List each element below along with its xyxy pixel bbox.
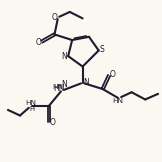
Text: N: N (61, 80, 67, 89)
Text: HN: HN (112, 98, 123, 104)
Text: N: N (83, 78, 89, 87)
Text: HN: HN (54, 84, 65, 93)
Text: HN: HN (53, 84, 64, 90)
Text: H: H (29, 106, 35, 112)
Text: S: S (100, 45, 105, 54)
Text: O: O (35, 38, 41, 47)
Text: N: N (62, 52, 68, 61)
Text: HN: HN (26, 100, 37, 106)
Text: O: O (109, 70, 115, 79)
Text: O: O (49, 118, 55, 127)
Text: O: O (52, 13, 58, 22)
